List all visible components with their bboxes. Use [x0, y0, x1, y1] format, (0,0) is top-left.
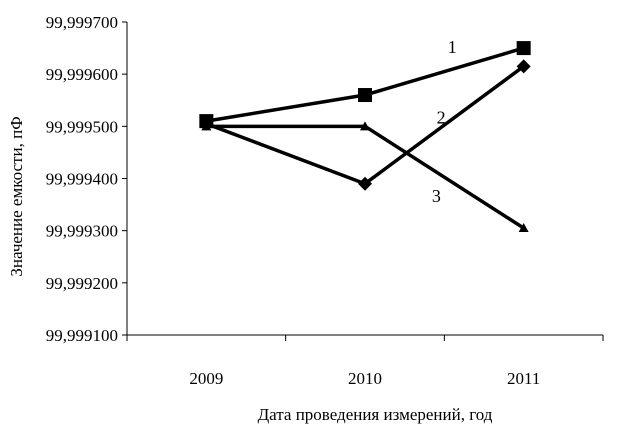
series-3-label: 3: [432, 186, 441, 206]
series-3-point: [360, 121, 370, 131]
y-ticks: 99,999100 99,999200 99,999300 99,999400 99,9…: [46, 13, 127, 345]
series-markers: [199, 41, 531, 233]
x-tick-label: 2010: [348, 369, 382, 388]
y-tick-label: 99,999500: [46, 117, 118, 136]
series-1-point: [516, 41, 531, 56]
series-2-label: 2: [437, 107, 446, 127]
x-tick-label: 2011: [507, 369, 540, 388]
x-axis-title: Дата проведения измерений, год: [258, 405, 493, 424]
y-tick-label: 99,999700: [46, 13, 118, 32]
series-1-label: 1: [448, 37, 457, 57]
x-tick-label: 2009: [189, 369, 223, 388]
series-3-point: [518, 223, 529, 233]
series-3-point: [201, 121, 212, 131]
series-2-point: [358, 176, 372, 191]
y-tick-label: 99,999200: [46, 274, 118, 293]
y-tick-label: 99,999600: [46, 65, 118, 84]
y-tick-label: 99,999300: [46, 222, 118, 241]
series-labels: 1 2 3: [432, 37, 457, 206]
series-2-point: [516, 59, 531, 74]
series-1-point: [358, 88, 372, 103]
x-ticks: 2009 2010 2011: [126, 335, 604, 388]
y-tick-label: 99,999100: [46, 326, 118, 345]
y-tick-label: 99,999400: [46, 170, 118, 189]
y-axis-title: Значение емкости, пФ: [7, 116, 26, 276]
series-lines: [205, 46, 525, 230]
series-1-line: [206, 46, 525, 123]
